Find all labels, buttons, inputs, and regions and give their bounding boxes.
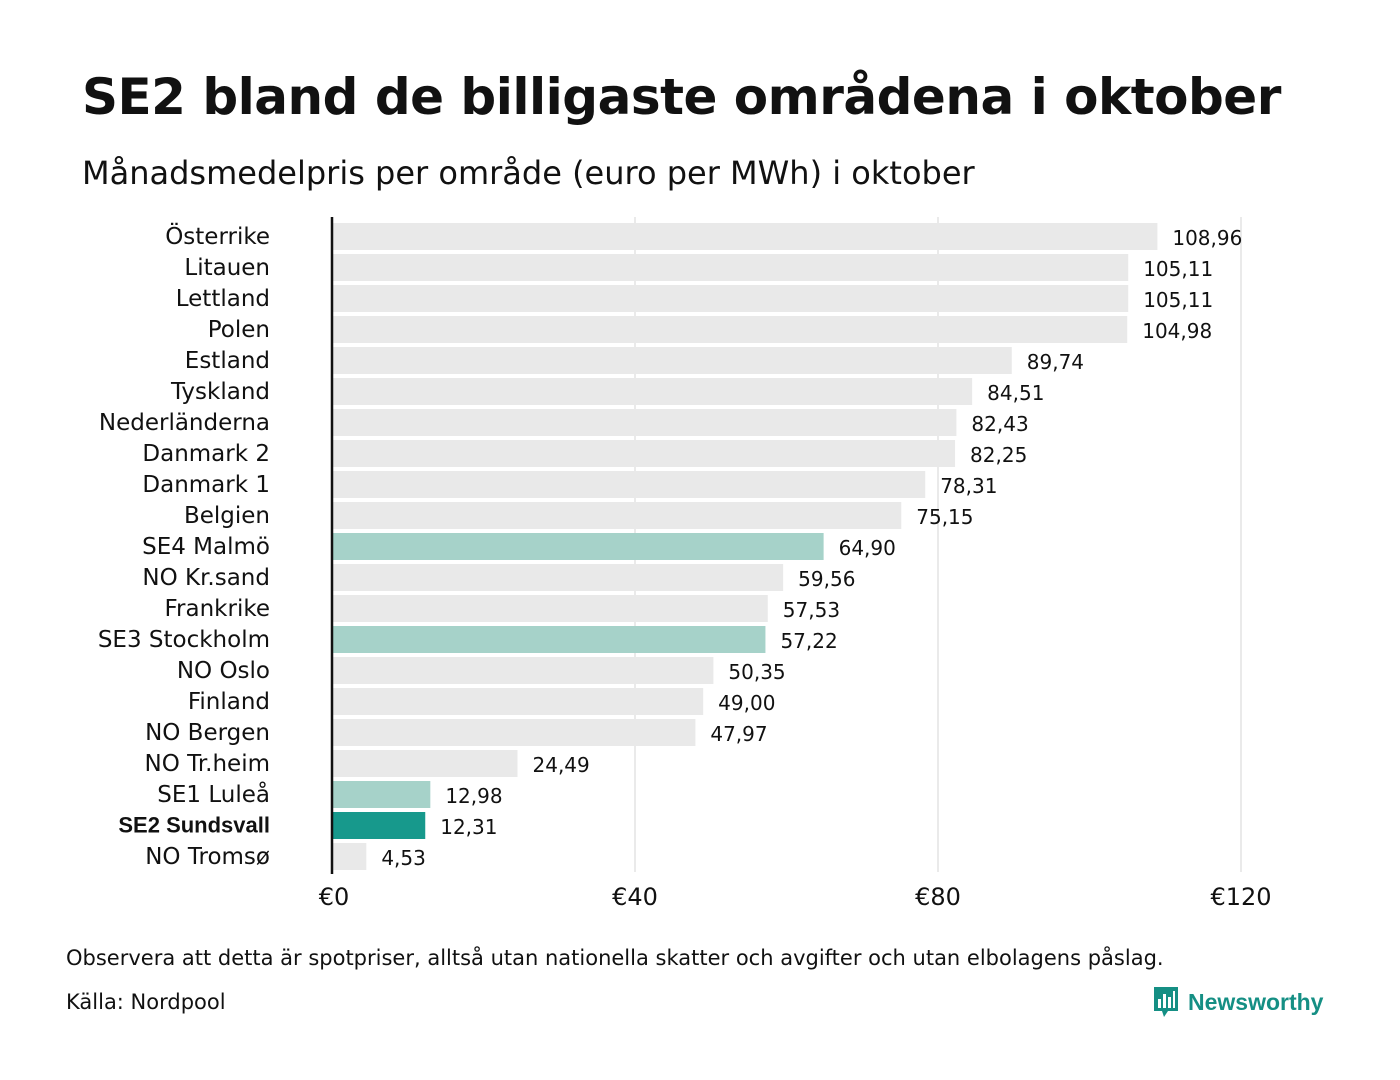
- category-label: Frankrike: [165, 596, 271, 622]
- category-label: Nederländerna: [99, 410, 270, 436]
- value-label: 105,11: [1143, 257, 1213, 281]
- x-tick-label: €80: [915, 883, 961, 911]
- value-label: 82,43: [971, 412, 1028, 436]
- category-label: Belgien: [184, 503, 270, 529]
- category-label: SE2 Sundsvall: [118, 812, 270, 837]
- category-label: SE1 Luleå: [157, 780, 270, 808]
- value-label: 78,31: [940, 474, 997, 498]
- category-label: Tyskland: [170, 379, 270, 405]
- category-label: Litauen: [184, 255, 270, 281]
- x-tick-label: €120: [1210, 883, 1271, 911]
- value-label: 49,00: [718, 691, 775, 715]
- bar: [332, 781, 431, 808]
- bar: [332, 688, 704, 715]
- chart-title: SE2 bland de billigaste områdena i oktob…: [82, 68, 1281, 126]
- newsworthy-logo: Newsworthy: [1152, 985, 1323, 1019]
- bar: [332, 471, 926, 498]
- bar: [332, 316, 1128, 343]
- value-label: 47,97: [710, 722, 767, 746]
- value-label: 84,51: [987, 381, 1044, 405]
- bar: [332, 719, 696, 746]
- category-label: SE3 Stockholm: [98, 627, 270, 653]
- value-label: 89,74: [1027, 350, 1084, 374]
- bar: [332, 595, 768, 622]
- category-label: NO Tromsø: [145, 844, 270, 870]
- bar-chart-logo-icon: [1154, 987, 1178, 1017]
- value-label: 57,53: [783, 598, 840, 622]
- x-tick-label: €40: [612, 883, 658, 911]
- category-label: Danmark 1: [142, 472, 270, 498]
- value-label: 57,22: [780, 629, 837, 653]
- category-label: Polen: [208, 317, 270, 343]
- bar: [332, 254, 1129, 281]
- chart-subtitle: Månadsmedelpris per område (euro per MWh…: [82, 154, 975, 192]
- bar: [332, 285, 1129, 312]
- category-label: Österrike: [165, 222, 270, 250]
- value-label: 108,96: [1172, 226, 1242, 250]
- category-label: NO Kr.sand: [142, 565, 270, 591]
- bar: [332, 347, 1012, 374]
- value-label: 105,11: [1143, 288, 1213, 312]
- bar: [332, 533, 824, 560]
- logo-text: Newsworthy: [1188, 988, 1324, 1015]
- bar: [332, 223, 1158, 250]
- x-tick-label: €0: [319, 883, 350, 911]
- category-label: NO Tr.heim: [145, 751, 270, 777]
- value-label: 12,31: [440, 815, 497, 839]
- value-label: 50,35: [728, 660, 785, 684]
- value-label: 82,25: [970, 443, 1027, 467]
- category-label: NO Bergen: [145, 720, 270, 746]
- value-label: 59,56: [798, 567, 855, 591]
- bar: [332, 750, 518, 777]
- bar: [332, 564, 784, 591]
- bar: [332, 657, 714, 684]
- category-label: Lettland: [176, 286, 270, 312]
- footnote: Observera att detta är spotpriser, allts…: [66, 946, 1164, 970]
- category-label: Danmark 2: [142, 441, 270, 467]
- value-label: 64,90: [839, 536, 896, 560]
- value-label: 75,15: [916, 505, 973, 529]
- bar: [332, 409, 957, 436]
- bar: [332, 502, 902, 529]
- source-note: Källa: Nordpool: [66, 990, 226, 1014]
- bar: [332, 843, 367, 870]
- bar: [332, 378, 973, 405]
- bar: [332, 626, 766, 653]
- bar-chart: Österrike 108,96 Litauen 105,11 Lettland 105,…: [98, 217, 1272, 911]
- bar: [332, 440, 956, 467]
- category-label: Estland: [185, 348, 270, 374]
- bar: [332, 812, 426, 839]
- value-label: 104,98: [1142, 319, 1212, 343]
- value-label: 4,53: [381, 846, 426, 870]
- value-label: 24,49: [533, 753, 590, 777]
- category-label: SE4 Malmö: [142, 534, 270, 560]
- category-label: NO Oslo: [177, 658, 270, 684]
- category-label: Finland: [188, 689, 270, 715]
- value-label: 12,98: [445, 784, 502, 808]
